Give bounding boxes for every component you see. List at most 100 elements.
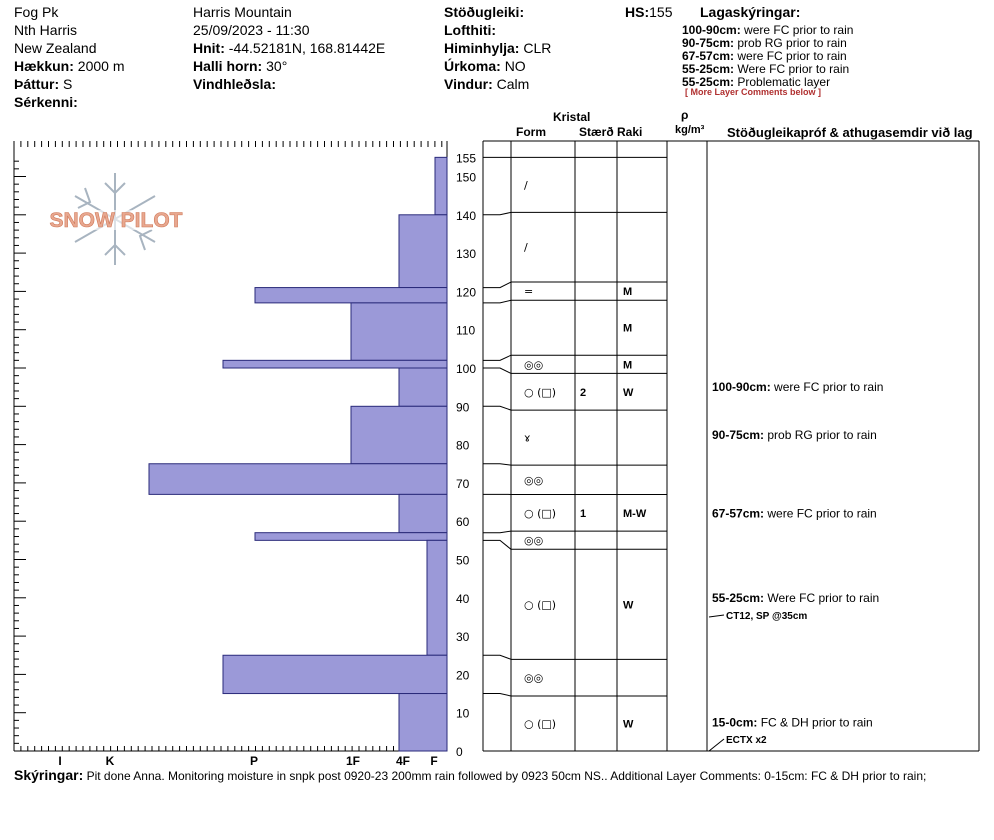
stability-test-label: ECTX x2: [726, 735, 767, 746]
logo-text: SNOW PILOT: [50, 209, 183, 232]
aspect-value: S: [63, 76, 73, 92]
coords-value: -44.52181N, 168.81442E: [228, 40, 386, 56]
hs-value: 155: [649, 4, 673, 20]
depth-connector-line: [483, 354, 512, 361]
rho-header: ρ: [681, 108, 689, 122]
density-unit-header: kg/m³: [675, 124, 705, 136]
sky-row: Himinhylja: CLR: [444, 40, 551, 56]
hardness-bar: [254, 287, 448, 304]
hardness-bar: [398, 493, 448, 534]
footer-row: Skýringar: Pit done Anna. Monitoring moi…: [14, 767, 926, 783]
depth-tick-label: 20: [456, 668, 470, 682]
size-header: Stærð: [579, 125, 614, 139]
specifics-label: Sérkenni:: [14, 94, 78, 110]
wind-row: Vindur: Calm: [444, 76, 529, 92]
hs-label: HS:: [625, 4, 650, 20]
hardness-bar: [148, 463, 448, 495]
precip-row: Úrkoma: NO: [444, 58, 526, 74]
coords-row: Hnit: -44.52181N, 168.81442E: [193, 40, 385, 56]
grain-form-symbol: ◎◎: [524, 474, 543, 487]
layer-table: / / = M M ◎◎ M ○ (□) 2 W 100-90cm: were FC prior t…: [482, 140, 980, 752]
moisture-value: M: [623, 323, 632, 335]
grain-size: 1: [580, 508, 586, 520]
depth-tick-label: 90: [456, 400, 470, 414]
layer-comment-range: 15-0cm:: [712, 715, 757, 729]
depth-connector-line: [483, 405, 512, 411]
logo-backdrop: [40, 210, 192, 230]
layer-comment-text: prob RG prior to rain: [764, 428, 877, 442]
moisture-value: M: [623, 286, 632, 298]
grain-form-symbol: ◎◎: [524, 672, 543, 685]
layer-comment: 15-0cm: FC & DH prior to rain: [712, 715, 873, 729]
layer-comment-text: were FC prior to rain: [771, 380, 884, 394]
depth-connector-line: [483, 281, 512, 289]
depth-connector-line: [483, 463, 512, 466]
depth-connector-line: [483, 299, 512, 304]
layer-comment-range: 90-75cm:: [712, 428, 764, 442]
layer-comment-range: 67-57cm:: [712, 507, 764, 521]
hs-row: HS:155: [625, 4, 672, 20]
hardness-bar: [398, 214, 448, 289]
layer-comment-line: 90-75cm: prob RG prior to rain: [682, 37, 847, 50]
depth-connector-line: [483, 693, 512, 697]
depth-tick-label: 10: [456, 707, 470, 721]
depth-tick-label: 120: [456, 285, 476, 299]
layer-comment-text: Were FC prior to rain: [764, 591, 879, 605]
stability-test-arrow: [708, 738, 725, 752]
snowpilot-logo: SNOW PILOT: [40, 173, 192, 265]
depth-tick-label: 60: [456, 515, 470, 529]
wind-value: Calm: [496, 76, 530, 92]
aspect-row: Þáttur: S: [14, 76, 72, 92]
hardness-bars: [148, 156, 448, 752]
hardness-bar: [398, 367, 448, 407]
grain-size: 2: [580, 387, 586, 399]
hardness-tick-label: 4F: [396, 754, 410, 768]
layer-comment-range: 55-25cm:: [682, 75, 735, 89]
hardness-bar: [426, 539, 448, 656]
footer-label: Skýringar:: [14, 767, 84, 783]
layer-comment-range: 100-90cm:: [712, 380, 771, 394]
stability-test-label: CT12, SP @35cm: [726, 611, 807, 622]
grain-form-symbol: /: [524, 241, 528, 254]
aspect-label: Þáttur:: [14, 76, 60, 92]
hardness-bar: [434, 156, 448, 216]
grain-form-symbol: ○ (□): [524, 507, 556, 520]
moisture-value: M: [623, 359, 632, 371]
moisture-value: M-W: [623, 508, 647, 520]
wind-label: Vindur:: [444, 76, 493, 92]
layer-comments-title: Lagaskýringar:: [700, 4, 801, 20]
grain-form-symbol: ○ (□): [524, 386, 556, 399]
datetime: 25/09/2023 - 11:30: [193, 22, 310, 38]
depth-tick-label: 50: [456, 554, 470, 568]
grain-form-symbol: /: [524, 179, 528, 192]
range-name: Nth Harris: [14, 22, 78, 38]
grain-form-symbol: ○ (□): [524, 717, 556, 730]
layer-comment-range: 55-25cm:: [682, 62, 735, 76]
depth-tick-label: 150: [456, 171, 476, 185]
grain-form-symbol: =: [524, 285, 533, 298]
crystal-header: Kristal: [553, 110, 591, 124]
stability-tests: CT12, SP @35cm ECTX x2: [708, 611, 807, 752]
depth-tick-label: 140: [456, 209, 476, 223]
grain-form-symbol: ○ (□): [524, 598, 556, 611]
slope-label: Halli horn:: [193, 58, 263, 74]
depth-connector-line: [483, 539, 512, 550]
grain-form-symbol: ◎◎: [524, 534, 543, 547]
depth-connector-line: [483, 211, 512, 216]
depth-connector-line: [483, 530, 512, 534]
location-name: Fog Pk: [14, 4, 59, 20]
layer-comment-range: 67-57cm:: [682, 49, 735, 63]
air-temp-label: Lofthiti:: [444, 22, 497, 38]
hardness-tick-label: 1F: [346, 754, 360, 768]
depth-connector-line: [483, 654, 512, 660]
elevation-value: 2000 m: [77, 58, 125, 74]
more-comments-link[interactable]: [ More Layer Comments below ]: [685, 87, 822, 97]
precip-label: Úrkoma:: [444, 58, 501, 74]
layer-comment-line: 55-25cm: Problematic layer: [682, 76, 830, 89]
grain-form-symbol: ɤ: [524, 432, 531, 445]
form-header: Form: [516, 125, 546, 139]
layer-comment-range: 100-90cm:: [682, 23, 741, 37]
hardness-bar: [398, 693, 448, 752]
slope-value: 30°: [266, 58, 288, 74]
